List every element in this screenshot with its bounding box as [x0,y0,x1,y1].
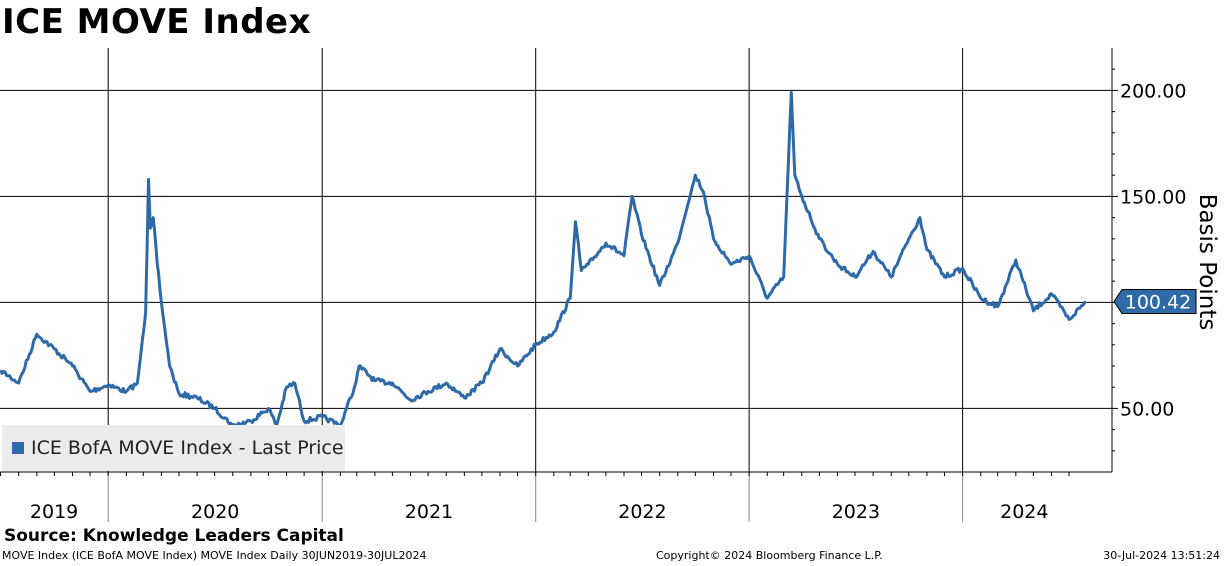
legend: ICE BofA MOVE Index - Last Price [2,425,345,471]
gridlines [0,48,1112,472]
last-price-value: 100.42 [1125,292,1191,314]
footer-series-info: MOVE Index (ICE BofA MOVE Index) MOVE In… [2,549,427,562]
x-year-label: 2020 [191,501,239,523]
chart-title: ICE MOVE Index [2,2,312,42]
y-axis-label: Basis Points [1194,194,1220,331]
x-year-label: 2023 [832,501,880,523]
last-price-badge: 100.42 [1113,289,1197,315]
footer-copyright: Copyright© 2024 Bloomberg Finance L.P. [656,549,883,562]
legend-label: ICE BofA MOVE Index - Last Price [31,437,344,459]
legend-swatch [12,442,24,454]
source-note: Source: Knowledge Leaders Capital [4,526,344,546]
plot-area [0,91,1087,429]
series-line-0 [0,91,1087,429]
x-year-label: 2022 [618,501,666,523]
x-year-label: 2019 [30,501,78,523]
x-year-label: 2024 [1000,501,1048,523]
footer-timestamp: 30-Jul-2024 13:51:24 [1103,549,1220,562]
x-year-label: 2021 [405,501,453,523]
y-tick-label: 50.00 [1120,398,1174,420]
y-tick-label: 200.00 [1120,80,1186,102]
last-price-badge-shape [1113,289,1197,315]
y-tick-label: 150.00 [1120,186,1186,208]
